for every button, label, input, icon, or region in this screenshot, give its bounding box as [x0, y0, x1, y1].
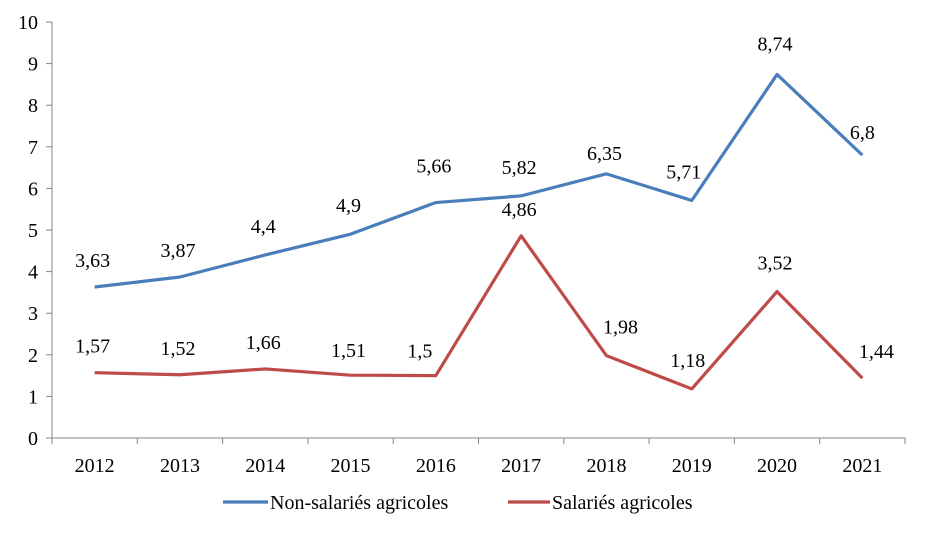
x-tick-label: 2018 [586, 455, 626, 477]
y-tick-label: 6 [28, 178, 38, 200]
x-tick-label: 2015 [331, 455, 371, 477]
y-tick-label: 9 [28, 54, 38, 76]
y-tick-label: 0 [28, 428, 38, 450]
series-line-non-salaries [94, 72, 864, 289]
y-tick-label: 2 [28, 345, 38, 367]
y-tick-label: 3 [28, 303, 38, 325]
series-line-salaries [94, 234, 864, 391]
y-tick-label: 10 [18, 12, 38, 34]
legend-label: Non-salariés agricoles [270, 492, 448, 514]
data-label: 1,5 [407, 341, 432, 363]
data-labels: 3,63 3,87 4,4 4,9 5,66 5,82 6,35 5,71 8,74 6,8 1,5… [75, 33, 894, 371]
y-tick-label: 4 [28, 262, 38, 284]
data-label: 1,18 [670, 350, 705, 372]
x-tick-label: 2019 [672, 455, 712, 477]
data-label: 3,87 [160, 240, 195, 262]
data-label: 4,4 [251, 216, 276, 238]
x-tick-label: 2016 [416, 455, 456, 477]
data-label: 1,98 [603, 317, 638, 339]
x-tick-label: 2020 [757, 455, 797, 477]
data-label: 5,66 [416, 156, 451, 178]
y-tick-label: 5 [28, 220, 38, 242]
legend-item: Salariés agricoles [508, 492, 693, 514]
x-tick-label: 2013 [160, 455, 200, 477]
data-label: 3,63 [75, 250, 110, 272]
data-label: 1,51 [331, 340, 366, 362]
x-axis: 2012 2013 2014 2015 2016 2017 2018 2019 2020 2021 [46, 437, 906, 477]
data-label: 5,82 [502, 157, 537, 179]
data-label: 6,35 [587, 143, 622, 165]
x-tick-label: 2014 [245, 455, 285, 477]
legend: Non-salariés agricoles Salariés agricoles [223, 492, 693, 514]
y-axis: 0 1 2 3 4 5 6 7 8 9 10 [18, 12, 53, 450]
series-layer [94, 72, 864, 391]
data-label: 5,71 [666, 161, 701, 183]
data-label: 4,86 [502, 199, 537, 221]
legend-label: Salariés agricoles [552, 492, 693, 514]
data-label: 8,74 [758, 33, 793, 55]
data-label: 1,66 [246, 332, 281, 354]
data-label: 3,52 [758, 253, 793, 275]
data-label: 4,9 [336, 195, 361, 217]
y-tick-label: 7 [28, 137, 38, 159]
x-tick-label: 2021 [842, 455, 882, 477]
data-label: 1,44 [859, 341, 894, 363]
data-label: 6,8 [850, 122, 875, 144]
y-tick-label: 1 [28, 386, 38, 408]
y-tick-label: 8 [28, 95, 38, 117]
data-label: 1,57 [75, 336, 110, 358]
data-label: 1,52 [160, 338, 195, 360]
legend-item: Non-salariés agricoles [223, 492, 448, 514]
x-tick-label: 2012 [75, 455, 115, 477]
x-tick-label: 2017 [501, 455, 541, 477]
